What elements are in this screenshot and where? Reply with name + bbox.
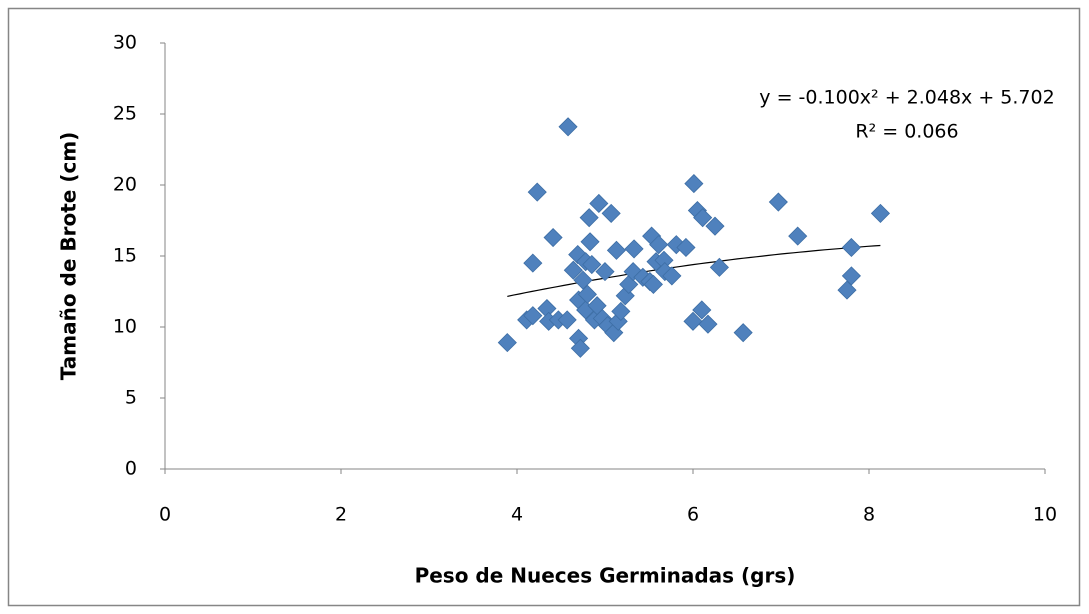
point	[579, 208, 599, 228]
point	[692, 300, 712, 320]
y-tick-label: 30	[113, 32, 137, 54]
point	[841, 266, 861, 286]
y-axis-title: Tamaño de Brote (cm)	[57, 132, 81, 381]
x-tick-label: 4	[511, 504, 523, 526]
point	[698, 314, 718, 334]
point	[643, 274, 663, 294]
point	[676, 237, 696, 258]
point	[788, 226, 808, 246]
y-tick-label: 20	[113, 174, 137, 196]
point	[733, 323, 753, 343]
point	[527, 182, 547, 202]
point	[606, 240, 627, 260]
point	[563, 260, 583, 280]
x-tick-label: 10	[1033, 504, 1057, 526]
point	[595, 262, 615, 282]
point	[523, 306, 543, 326]
point	[624, 239, 644, 259]
point	[589, 193, 609, 214]
y-tick-label: 0	[125, 458, 137, 480]
point	[649, 235, 669, 255]
point	[558, 117, 578, 137]
point	[523, 253, 543, 273]
point	[611, 301, 631, 321]
trendline-r2: R² = 0.066	[855, 121, 958, 143]
y-tick-label: 5	[125, 387, 137, 409]
point	[573, 270, 593, 290]
point	[870, 203, 891, 223]
x-tick-label: 2	[335, 504, 347, 526]
trendline-equation: y = -0.100x² + 2.048x + 5.702	[759, 87, 1054, 109]
point	[709, 257, 729, 277]
point	[582, 254, 602, 275]
point	[543, 227, 563, 248]
point	[557, 310, 577, 330]
point	[580, 232, 600, 252]
point	[705, 216, 725, 236]
point	[497, 333, 517, 353]
x-axis-title: Peso de Nueces Germinadas (grs)	[415, 564, 796, 588]
x-tick-label: 0	[159, 504, 171, 526]
point	[841, 237, 861, 258]
point	[662, 266, 682, 286]
point	[577, 284, 597, 304]
y-tick-label: 10	[113, 316, 137, 338]
point	[684, 174, 704, 194]
x-tick-label: 6	[687, 504, 699, 526]
point	[601, 203, 621, 223]
point	[570, 338, 590, 358]
trendline	[507, 244, 881, 297]
y-tick-label: 15	[113, 245, 137, 267]
point	[837, 280, 857, 300]
point	[768, 192, 788, 212]
x-tick-label: 8	[863, 504, 875, 526]
point	[693, 208, 713, 228]
point	[683, 311, 703, 331]
y-tick-label: 25	[113, 103, 137, 125]
